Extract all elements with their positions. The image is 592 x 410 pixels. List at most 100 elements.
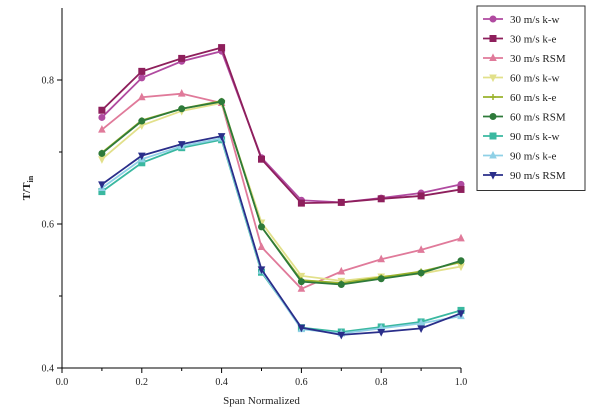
series-5: [98, 98, 465, 288]
data-point: [297, 278, 305, 286]
series-line: [101, 137, 462, 335]
data-point: [178, 54, 186, 62]
series-line: [101, 138, 462, 333]
series-1: [98, 44, 465, 207]
data-point: [177, 141, 186, 149]
y-ticks: 0.4 0.6 0.8: [42, 76, 62, 375]
data-point: [297, 284, 306, 292]
data-point: [138, 117, 146, 125]
legend-entry: 60 m/s k-e: [483, 92, 557, 104]
data-point: [377, 195, 385, 203]
legend-label: 30 m/s k-w: [510, 14, 560, 26]
series-line: [101, 135, 462, 336]
series-3: [98, 100, 465, 286]
data-point: [98, 125, 106, 133]
legend-swatch-marker: [489, 113, 497, 120]
data-point: [98, 181, 106, 190]
x-tick-label: 0.8: [375, 377, 388, 388]
legend-entry: 30 m/s RSM: [483, 53, 566, 65]
data-point: [177, 89, 186, 97]
series-line: [101, 92, 462, 290]
data-point: [217, 133, 226, 141]
legend-label: 90 m/s k-w: [510, 131, 560, 143]
legend-entry: 60 m/s RSM: [483, 112, 566, 124]
data-point: [337, 198, 345, 206]
x-ticks: 0.0 0.2 0.4 0.6 0.8 1.0: [56, 368, 468, 388]
data-point: [98, 106, 106, 114]
data-point: [297, 272, 306, 281]
data-point: [337, 266, 346, 275]
data-point: [457, 185, 465, 193]
series-4: [98, 97, 464, 287]
legend-entry: 30 m/s k-w: [483, 14, 560, 26]
data-point: [258, 223, 265, 231]
data-point: [218, 44, 226, 52]
legend-swatch-marker: [489, 35, 497, 42]
legend-label: 60 m/s RSM: [510, 112, 566, 124]
y-tick-label: 0.6: [42, 220, 55, 231]
y-tick-label: 0.8: [42, 76, 55, 87]
axes: 0.0 0.2 0.4 0.6 0.8 1.0 0.4 0.6 0.8: [42, 8, 468, 388]
data-point: [218, 98, 226, 106]
data-point: [297, 324, 306, 333]
legend-swatch-marker: [489, 74, 497, 83]
legend-label: 30 m/s k-e: [510, 34, 557, 46]
data-point: [178, 105, 186, 113]
legend-label: 30 m/s RSM: [510, 53, 566, 65]
series-line: [101, 100, 462, 286]
data-point: [98, 149, 106, 157]
data-point: [98, 156, 106, 164]
data-point: [417, 325, 425, 334]
data-point: [337, 331, 346, 340]
y-axis-title-main: T/T: [21, 182, 33, 200]
series-7: [98, 133, 465, 337]
data-point: [377, 254, 386, 263]
legend-label: 90 m/s RSM: [510, 170, 566, 182]
legend: 30 m/s k-w 30 m/s k-e 30 m/s RSM 60 m/s k-w…: [476, 5, 586, 191]
legend-swatch-marker: [490, 94, 496, 100]
legend-entry: 90 m/s k-w: [483, 131, 560, 143]
legend-label: 60 m/s k-e: [510, 92, 557, 104]
data-point: [417, 192, 425, 200]
legend-entry: 60 m/s k-w: [483, 73, 560, 85]
data-point: [457, 310, 465, 318]
x-tick-label: 0.4: [215, 377, 228, 388]
series-6: [98, 136, 465, 336]
data-point: [257, 266, 266, 274]
x-tick-label: 0.6: [295, 377, 308, 388]
series-8: [98, 133, 465, 340]
data-point: [337, 280, 345, 288]
legend-swatch-marker: [489, 132, 497, 140]
data-point: [417, 245, 425, 253]
data-point: [137, 92, 146, 101]
data-point: [257, 242, 266, 251]
legend-swatch-marker: [489, 15, 497, 23]
legend-swatch-marker: [489, 53, 497, 61]
legend-label: 90 m/s k-e: [510, 151, 557, 163]
legend-entry: 90 m/s RSM: [483, 170, 566, 182]
series-layer: [98, 44, 465, 340]
x-tick-label: 0.0: [56, 377, 69, 388]
legend-swatch-marker: [489, 172, 497, 180]
data-point: [98, 113, 106, 121]
data-point: [377, 275, 385, 283]
data-point: [457, 233, 465, 242]
data-point: [138, 74, 146, 82]
data-point: [297, 199, 305, 207]
data-point: [137, 152, 146, 161]
legend-entry: 90 m/s k-e: [483, 151, 557, 163]
legend-label: 60 m/s k-w: [510, 73, 560, 85]
y-axis-title-sub: in: [26, 175, 35, 182]
y-tick-label: 0.4: [42, 364, 55, 375]
series-line: [101, 46, 462, 205]
data-point: [138, 67, 146, 75]
data-point: [417, 269, 425, 277]
legend-entry: 30 m/s k-e: [483, 34, 557, 46]
data-point: [457, 257, 465, 265]
legend-swatch-marker: [489, 150, 497, 159]
x-tick-label: 0.2: [136, 377, 149, 388]
x-tick-label: 1.0: [455, 377, 468, 388]
x-axis-title: Span Normalized: [223, 395, 300, 407]
series-line: [101, 50, 462, 204]
